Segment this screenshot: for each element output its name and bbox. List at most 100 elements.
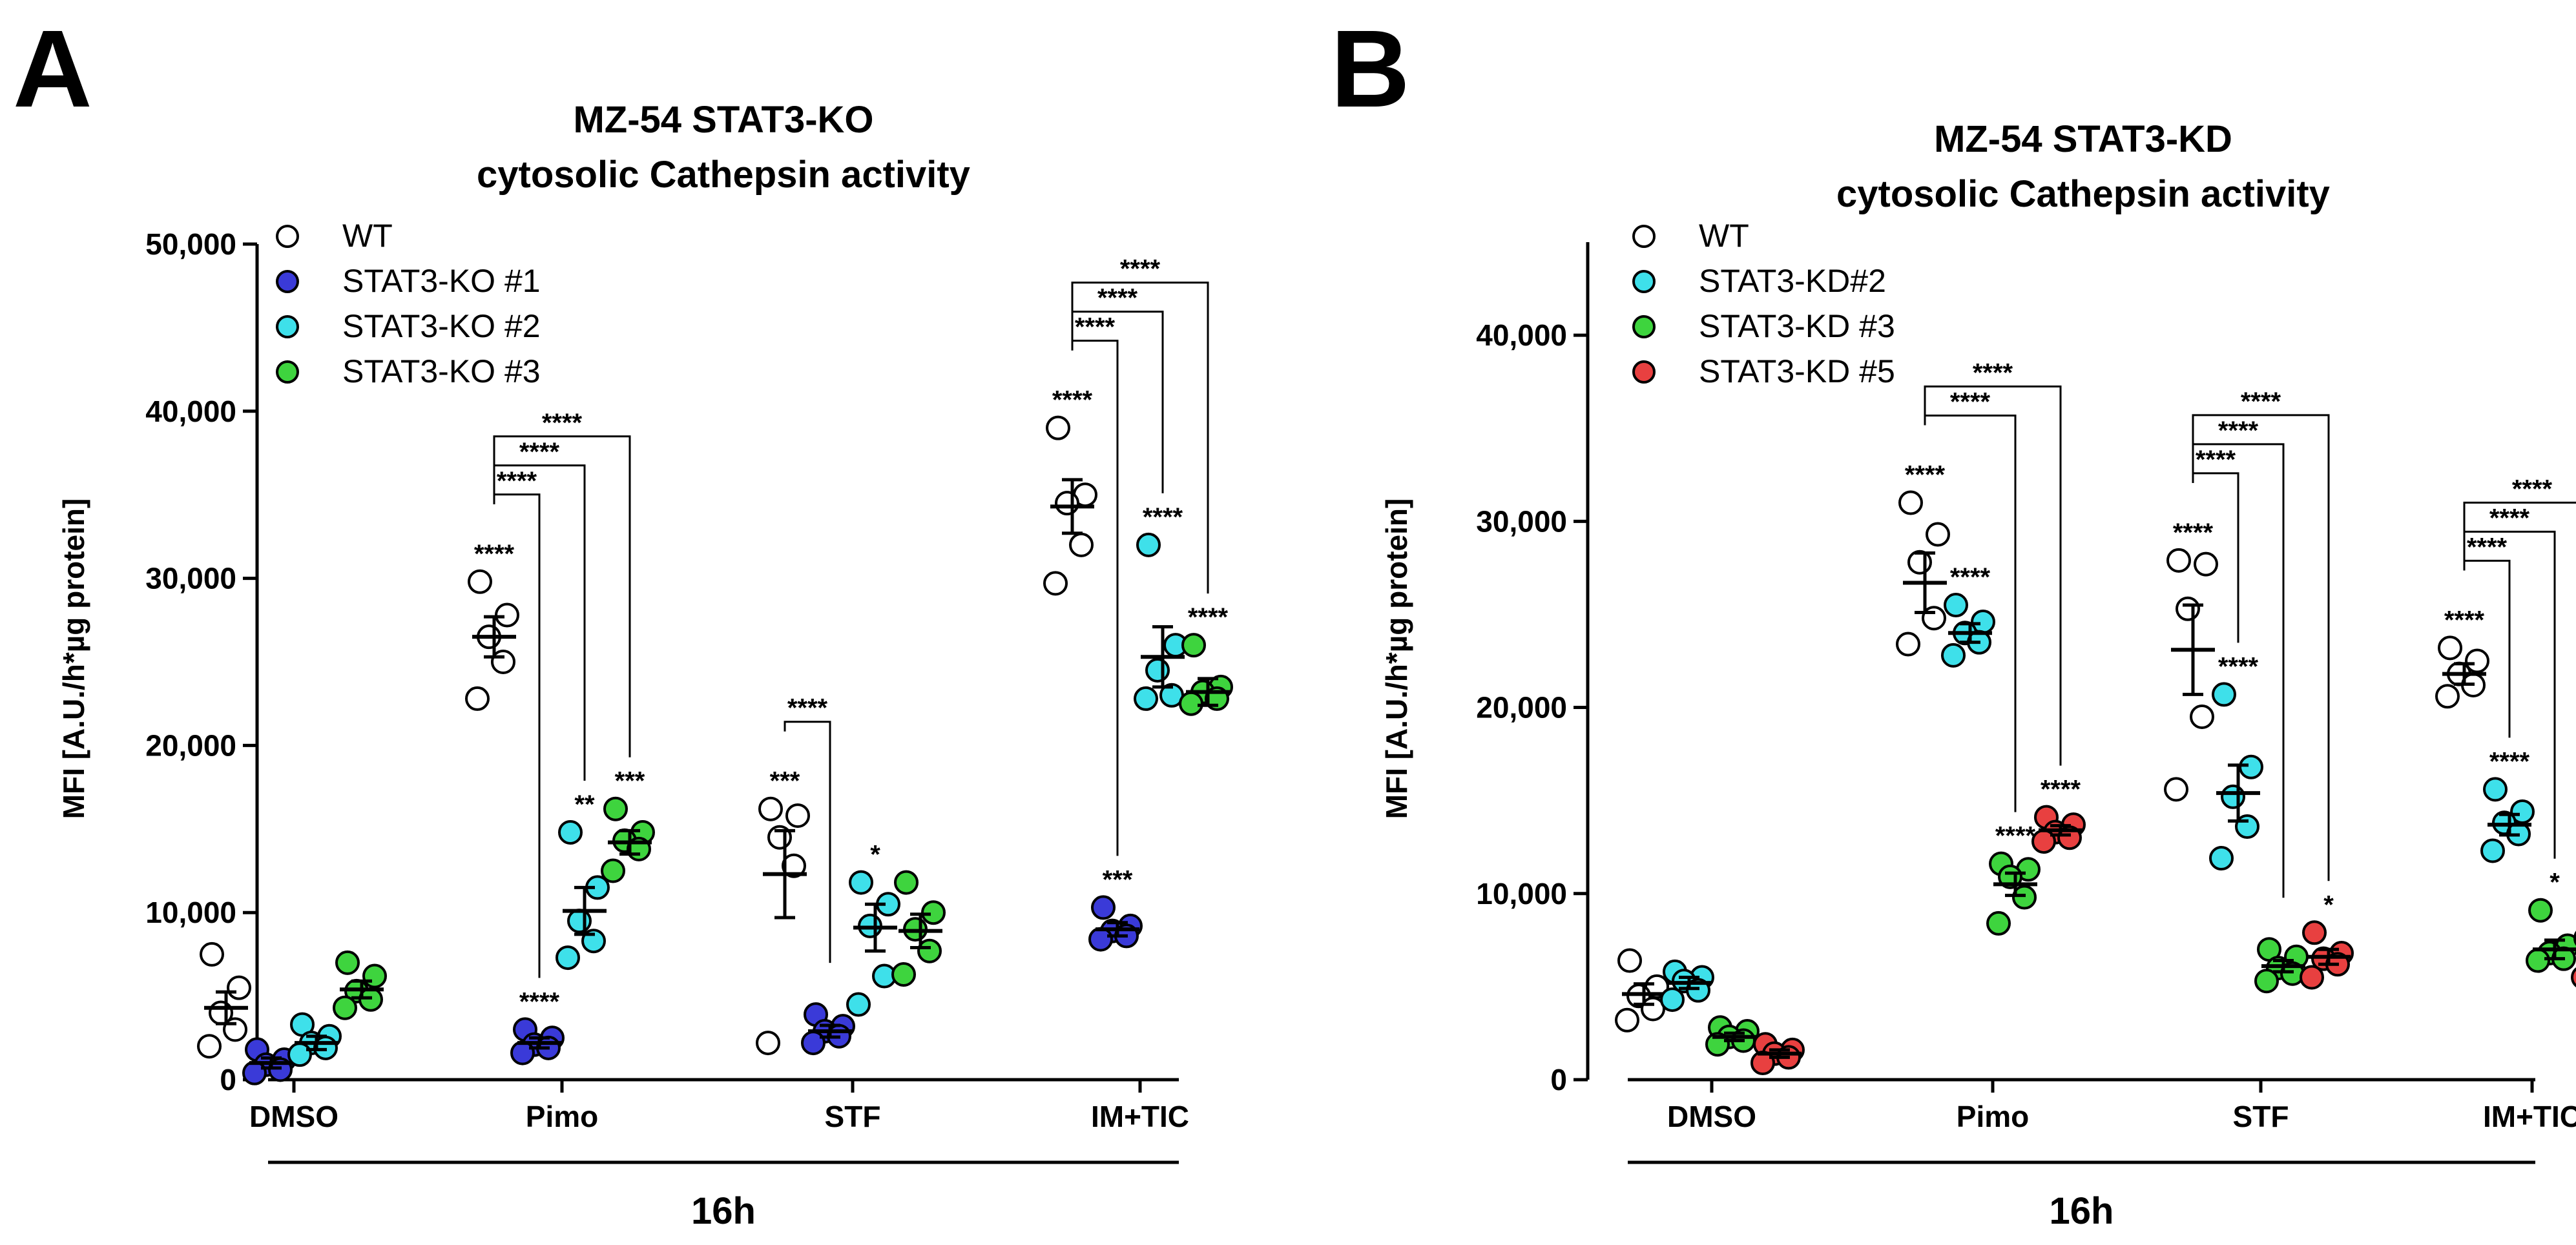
x-tick-label: IM+TIC xyxy=(2483,1100,2576,1133)
significance-label: * xyxy=(2323,890,2334,919)
data-point xyxy=(2526,948,2550,973)
data-point xyxy=(2194,551,2218,577)
x-axis-label: 16h xyxy=(2050,1190,2114,1232)
bracket-label: **** xyxy=(1973,359,2013,387)
data-point xyxy=(1941,643,1966,668)
data-point xyxy=(200,941,224,967)
data-point xyxy=(891,962,916,987)
data-point xyxy=(2300,965,2324,990)
x-tick-label: DMSO xyxy=(249,1100,338,1133)
data-point xyxy=(1705,1032,1730,1057)
bracket-label: **** xyxy=(2512,475,2553,503)
x-tick-label: Pimo xyxy=(526,1100,598,1133)
data-point xyxy=(2221,784,2245,809)
series-stat3-kd-2 xyxy=(1660,593,2535,1013)
bracket-label: **** xyxy=(1097,284,1138,313)
y-tick-label: 10,000 xyxy=(145,896,236,929)
data-point xyxy=(1907,550,1932,575)
y-axis-label: MFI [A.U./h*µg protein] xyxy=(1380,499,1413,819)
data-point xyxy=(2438,635,2462,661)
legend-marker xyxy=(1632,270,1656,293)
data-point xyxy=(335,950,360,975)
chart-title-line: MZ-54 STAT3-KD xyxy=(1934,118,2232,160)
significance-label: **** xyxy=(1188,603,1229,632)
x-tick-label: IM+TIC xyxy=(1091,1100,1189,1133)
series-wt xyxy=(197,415,1097,1059)
panel-b: B MZ-54 STAT3-KD cytosolic Cathepsin activ… xyxy=(1331,8,2576,1232)
data-point xyxy=(2164,777,2188,802)
data-point xyxy=(849,870,873,895)
legend-label: STAT3-KO #2 xyxy=(342,308,541,344)
significance-label: **** xyxy=(474,540,515,568)
legend-marker xyxy=(1632,225,1656,248)
x-tick-label: DMSO xyxy=(1667,1100,1756,1133)
y-tick-label: 20,000 xyxy=(145,728,236,762)
y-axis-label: MFI [A.U./h*µg protein] xyxy=(57,499,90,819)
data-point xyxy=(1046,415,1070,440)
data-point xyxy=(2239,754,2263,779)
data-point xyxy=(495,602,519,628)
data-point xyxy=(1043,571,1068,596)
comparison-bracket xyxy=(1071,282,1209,594)
data-point xyxy=(2209,846,2234,871)
chart-title-line: cytosolic Cathepsin activity xyxy=(1836,173,2330,215)
y-tick-label: 40,000 xyxy=(1476,318,1567,352)
legend-marker xyxy=(276,360,299,384)
data-point xyxy=(1145,657,1170,683)
significance-label: **** xyxy=(2173,519,2214,547)
data-point xyxy=(1615,1007,1639,1033)
data-point xyxy=(603,796,628,821)
data-point xyxy=(1134,686,1158,711)
data-point xyxy=(1055,491,1079,516)
data-point xyxy=(1181,633,1206,658)
data-point xyxy=(1986,911,2011,936)
data-point xyxy=(758,796,783,821)
comparison-bracket xyxy=(2463,559,2511,738)
data-point xyxy=(921,900,946,925)
significance-label: **** xyxy=(2218,652,2259,681)
data-point xyxy=(287,1042,312,1067)
data-point xyxy=(468,569,492,594)
data-point xyxy=(1686,978,1710,1003)
bracket-label: **** xyxy=(787,694,828,723)
bracket-label: **** xyxy=(2196,446,2236,474)
legend-marker xyxy=(276,315,299,338)
data-point xyxy=(2302,920,2327,945)
data-point xyxy=(2465,648,2489,674)
legend-marker xyxy=(276,225,299,248)
data-point xyxy=(2166,548,2191,573)
series-stat3-ko-3 xyxy=(333,633,1233,1020)
bracket-label: **** xyxy=(1075,313,1116,342)
bracket-label: **** xyxy=(2241,387,2281,416)
data-point xyxy=(567,909,592,934)
data-point xyxy=(782,853,806,878)
legend-marker xyxy=(1632,360,1656,384)
comparison-bracket xyxy=(784,721,831,963)
series-stat3-kd-5 xyxy=(1750,805,2576,1076)
data-point xyxy=(465,686,490,711)
significance-label: **** xyxy=(1950,563,1991,592)
bracket-label: **** xyxy=(1950,388,1991,417)
data-point xyxy=(556,945,580,971)
data-point xyxy=(2483,777,2508,802)
x-tick-label: STF xyxy=(2233,1100,2289,1133)
data-point xyxy=(242,1060,267,1086)
significance-label: *** xyxy=(615,767,645,796)
significance-label: **** xyxy=(1995,822,2036,850)
legend-label: WT xyxy=(1699,218,1749,254)
legend: WT STAT3-KO #1 STAT3-KO #2 STAT3-KO #3 xyxy=(276,218,541,389)
significance-label: * xyxy=(2550,869,2560,897)
significance-label: ** xyxy=(574,790,595,819)
comparison-bracket xyxy=(2463,501,2576,571)
data-point xyxy=(2176,596,2200,621)
panel-letter: B xyxy=(1331,8,1410,130)
y-tick-label: 0 xyxy=(220,1063,236,1096)
legend-label: STAT3-KD #3 xyxy=(1699,308,1895,344)
data-point xyxy=(1896,632,1920,657)
data-point xyxy=(917,938,942,963)
data-point xyxy=(1898,490,1923,515)
significance-label: *** xyxy=(1103,865,1133,894)
significance-label: *** xyxy=(770,767,800,796)
legend-marker xyxy=(276,270,299,293)
data-point xyxy=(756,1031,780,1056)
